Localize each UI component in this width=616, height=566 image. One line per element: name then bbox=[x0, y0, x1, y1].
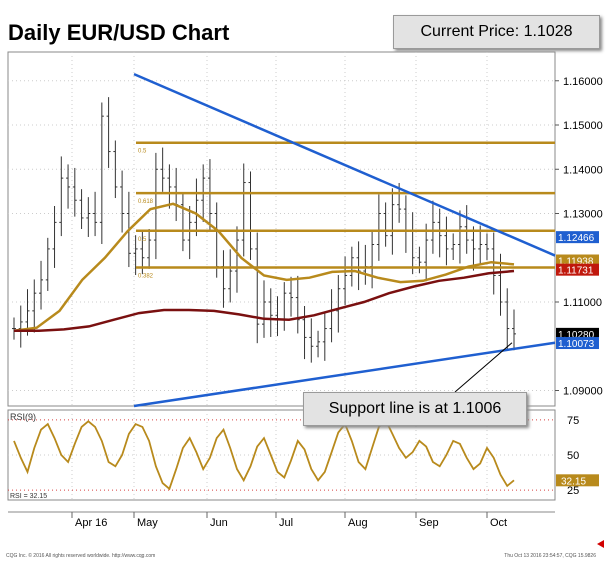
price-label-text: 1.10073 bbox=[558, 339, 595, 350]
price-label-text: 1.10280 bbox=[558, 330, 595, 341]
y-tick-label: 1.16000 bbox=[563, 76, 603, 88]
trendline-support bbox=[133, 341, 556, 408]
scroll-left-arrow-icon[interactable] bbox=[597, 540, 604, 548]
rsi-line bbox=[13, 418, 515, 491]
price-label-text: 1.11938 bbox=[558, 257, 594, 268]
rsi-value-label: 32.15 bbox=[561, 476, 586, 487]
rsi-tick-label: 50 bbox=[567, 450, 579, 462]
y-tick-label: 1.13000 bbox=[563, 209, 603, 221]
y-tick-label: 1.15000 bbox=[563, 120, 603, 132]
price-label-box bbox=[556, 263, 599, 276]
x-tick-label: Sep bbox=[419, 517, 439, 529]
moving-average-line bbox=[13, 202, 515, 333]
fib-level-label: 0.5 bbox=[138, 237, 147, 243]
footer-timestamp: Thu Oct 13 2016 23:54:57, CQG 15.9826 bbox=[504, 553, 596, 559]
x-tick-label: May bbox=[137, 517, 158, 529]
rsi-current-label: RSI = 32.15 bbox=[10, 493, 47, 500]
price-label-box bbox=[556, 337, 599, 350]
x-tick-label: Aug bbox=[348, 517, 368, 529]
rsi-tick-label: 25 bbox=[567, 485, 579, 497]
x-tick-label: Jul bbox=[279, 517, 293, 529]
rsi-tick-label: 75 bbox=[567, 415, 579, 427]
fib-level-label: 0.618 bbox=[138, 199, 154, 205]
price-label-box bbox=[556, 327, 599, 340]
rsi-title: RSI(9) bbox=[10, 412, 36, 422]
fib-level-label: 0.5 bbox=[138, 149, 147, 155]
x-tick-label: Jun bbox=[210, 517, 228, 529]
y-tick-label: 1.09000 bbox=[563, 386, 603, 398]
price-panel bbox=[7, 51, 556, 407]
x-tick-label: Oct bbox=[490, 517, 507, 529]
y-tick-label: 1.11000 bbox=[563, 297, 602, 309]
fib-level-label: 0.382 bbox=[138, 273, 154, 279]
support-callout-pointer bbox=[454, 342, 513, 393]
rsi-value-box bbox=[556, 474, 599, 487]
support-line-callout: Support line is at 1.1006 bbox=[303, 392, 527, 426]
trendline-resistance bbox=[133, 72, 556, 257]
x-tick-label: Apr 16 bbox=[75, 517, 107, 529]
price-label-text: 1.12466 bbox=[558, 233, 595, 244]
current-price-callout: Current Price: 1.1028 bbox=[393, 15, 600, 49]
price-label-text: 1.11731 bbox=[558, 266, 594, 277]
price-label-box bbox=[556, 231, 599, 244]
y-tick-label: 1.14000 bbox=[563, 164, 603, 176]
price-label-box bbox=[556, 254, 599, 267]
moving-average-line bbox=[14, 269, 515, 333]
footer-copyright: CQG Inc. © 2016 All rights reserved worl… bbox=[6, 553, 156, 559]
chart-title: Daily EUR/USD Chart bbox=[8, 20, 230, 45]
